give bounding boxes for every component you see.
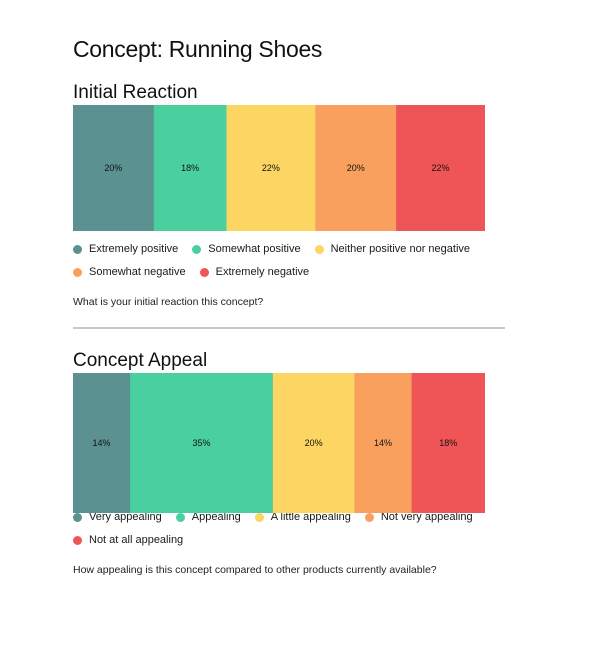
bar-segment-3 <box>226 105 316 231</box>
data-label: 22% <box>432 163 450 173</box>
initial-reaction-chart: 20% 18% 22% 20% 22% <box>73 105 485 231</box>
initial-reaction-legend: Extremely positive Somewhat positive Neith… <box>73 239 503 285</box>
legend-label: A little appealing <box>270 511 351 523</box>
legend-item: Not very appealing <box>364 507 473 528</box>
legend-item: Extremely negative <box>199 262 310 283</box>
bar-segment-2 <box>130 373 274 513</box>
data-label: 20% <box>305 438 323 448</box>
legend-item: Not at all appealing <box>73 530 183 551</box>
bar-segment-1 <box>73 373 131 513</box>
legend-dot-icon <box>254 513 264 522</box>
legend-label: Neither positive nor negative <box>330 243 471 255</box>
bar-segment-2 <box>153 105 227 231</box>
data-label: 35% <box>192 438 210 448</box>
legend-dot-icon <box>192 245 202 254</box>
concept-appeal-legend: Very appealing Appealing A little appealin… <box>73 507 503 553</box>
legend-label: Somewhat positive <box>208 243 301 255</box>
chart-title: Initial Reaction <box>73 82 198 103</box>
bar-segment-4 <box>315 105 397 231</box>
legend-label: Very appealing <box>89 511 162 523</box>
bar-segment-5 <box>396 105 485 231</box>
data-label: 22% <box>262 163 280 173</box>
legend-item: Neither positive nor negative <box>314 239 471 260</box>
concept-appeal-bar: 14% 35% 20% 14% 18% <box>73 373 485 513</box>
data-label: 18% <box>181 163 199 173</box>
legend-dot-icon <box>364 513 374 522</box>
data-label: 18% <box>439 438 457 448</box>
legend-item: A little appealing <box>254 507 351 528</box>
legend-dot-icon <box>199 268 209 277</box>
legend-dot-icon <box>73 513 82 522</box>
chart-question: How appealing is this concept compared t… <box>73 564 437 576</box>
legend-label: Extremely negative <box>215 266 310 278</box>
data-label: 14% <box>93 438 111 448</box>
data-label: 14% <box>374 438 392 448</box>
legend-label: Extremely positive <box>89 243 179 255</box>
page-title: Concept: Running Shoes <box>73 36 323 62</box>
legend-label: Not at all appealing <box>89 534 184 546</box>
legend-dot-icon <box>314 245 324 254</box>
legend-item: Extremely positive <box>73 239 178 260</box>
bar-segment-5 <box>411 373 485 513</box>
legend-dot-icon <box>73 536 82 545</box>
initial-reaction-section: Initial Reaction 20% 18% 22% 20% 22% Extreme… <box>73 81 485 308</box>
legend-item: Somewhat positive <box>192 239 301 260</box>
data-label: 20% <box>104 163 122 173</box>
bar-segment-4 <box>354 373 413 513</box>
chart-title: Concept Appeal <box>73 350 208 371</box>
legend-label: Somewhat negative <box>89 266 186 278</box>
legend-item: Somewhat negative <box>73 262 186 283</box>
legend-item: Appealing <box>175 507 241 528</box>
legend-label: Appealing <box>191 511 241 523</box>
legend-item: Very appealing <box>73 507 162 528</box>
concept-appeal-chart: 14% 35% 20% 14% 18% <box>73 373 485 513</box>
initial-reaction-bar: 20% 18% 22% 20% 22% <box>73 105 485 231</box>
legend-dot-icon <box>73 245 82 254</box>
section-divider <box>73 327 505 329</box>
chart-question: What is your initial reaction this conce… <box>73 296 264 308</box>
legend-dot-icon <box>175 513 185 522</box>
concept-appeal-section: Concept Appeal 14% 35% 20% 14% 18% Very appe… <box>73 349 485 576</box>
bar-segment-1 <box>73 105 155 231</box>
bar-segment-3 <box>272 373 355 513</box>
legend-label: Not very appealing <box>380 511 473 523</box>
legend-dot-icon <box>73 268 82 277</box>
data-label: 20% <box>347 163 365 173</box>
